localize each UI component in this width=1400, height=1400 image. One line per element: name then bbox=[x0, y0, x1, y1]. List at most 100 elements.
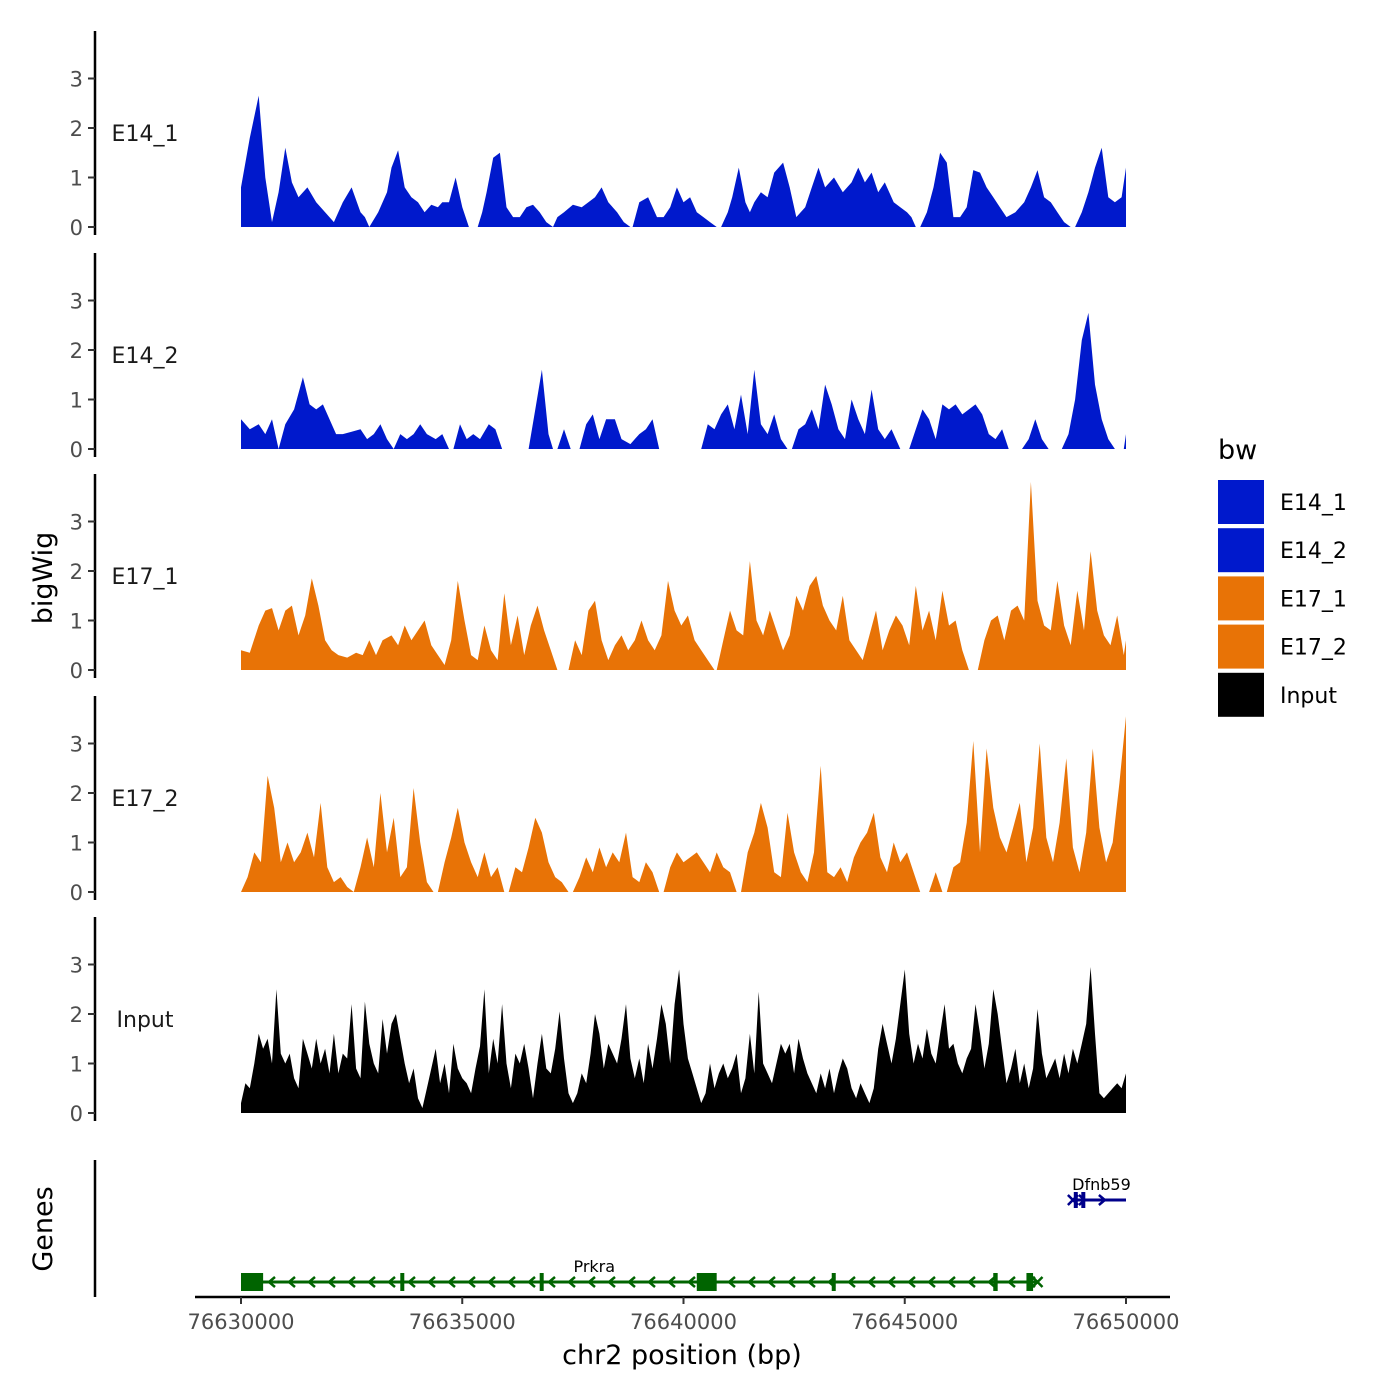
coverage-area bbox=[477, 152, 553, 227]
strand-chevron bbox=[807, 1276, 816, 1288]
coverage-area bbox=[553, 187, 631, 227]
track-label: E17_2 bbox=[112, 787, 179, 812]
exon bbox=[241, 1273, 264, 1291]
exon bbox=[400, 1273, 405, 1291]
y-tick-label: 3 bbox=[70, 954, 83, 978]
strand-chevron bbox=[287, 1276, 296, 1288]
strand-chevron bbox=[407, 1276, 416, 1288]
y-tick-label: 3 bbox=[70, 68, 83, 92]
strand-chevron bbox=[307, 1276, 316, 1288]
gene-label: Prkra bbox=[573, 1257, 615, 1276]
strand-chevron bbox=[367, 1276, 376, 1288]
y-tick-label: 2 bbox=[70, 117, 83, 141]
track-label: E14_2 bbox=[112, 344, 179, 369]
x-tick-label: 76635000 bbox=[409, 1310, 516, 1334]
strand-chevron bbox=[567, 1276, 576, 1288]
track-label: E17_1 bbox=[112, 565, 179, 590]
strand-chevron bbox=[647, 1276, 656, 1288]
x-tick-label: 76640000 bbox=[630, 1310, 737, 1334]
coverage-area bbox=[241, 578, 558, 670]
strand-chevron bbox=[747, 1276, 756, 1288]
gene-Prkra: Prkra bbox=[241, 1257, 1044, 1291]
legend-swatch bbox=[1218, 480, 1264, 524]
strand-chevron bbox=[267, 1276, 276, 1288]
y-tick-label: 2 bbox=[70, 1003, 83, 1027]
legend-item: E17_2 bbox=[1218, 624, 1347, 669]
strand-chevron bbox=[547, 1276, 556, 1288]
strand-chevron bbox=[467, 1276, 476, 1288]
y-tick-label: 1 bbox=[70, 389, 83, 413]
legend-item: Input bbox=[1218, 672, 1337, 717]
strand-chevron bbox=[987, 1276, 996, 1288]
legend-label: Input bbox=[1280, 684, 1337, 709]
coverage-area bbox=[1061, 312, 1115, 449]
genes-axis-title: Genes bbox=[28, 1186, 59, 1271]
track-E14_2: 0 1 2 3 E14_2 bbox=[70, 253, 1126, 462]
legend-item: E14_1 bbox=[1218, 480, 1347, 524]
coverage-area bbox=[453, 424, 503, 449]
legend-label: E14_2 bbox=[1280, 539, 1347, 564]
coverage-area bbox=[632, 187, 717, 227]
coverage-area bbox=[568, 580, 715, 670]
coverage-area bbox=[946, 716, 1126, 892]
strand-chevron bbox=[667, 1276, 676, 1288]
track-E14_1: 0 1 2 3 E14_1 bbox=[70, 31, 1126, 240]
y-tick-label: 0 bbox=[70, 659, 83, 683]
strand-chevron bbox=[907, 1276, 916, 1288]
x-tick-label: 76645000 bbox=[851, 1310, 958, 1334]
y-tick-label: 1 bbox=[70, 832, 83, 856]
y-tick-label: 0 bbox=[70, 438, 83, 462]
coverage-area bbox=[557, 429, 571, 449]
strand-chevron bbox=[867, 1276, 876, 1288]
coverage-area bbox=[929, 872, 943, 892]
strand-chevron bbox=[347, 1276, 356, 1288]
strand-chevron bbox=[967, 1276, 976, 1288]
coverage-area bbox=[663, 852, 737, 892]
strand-chevron bbox=[887, 1276, 896, 1288]
track-label: E14_1 bbox=[112, 122, 179, 147]
coverage-area bbox=[528, 369, 553, 449]
y-tick-label: 1 bbox=[70, 167, 83, 191]
coverage-area bbox=[508, 817, 569, 892]
coverage-area bbox=[579, 414, 660, 449]
coverage-area bbox=[241, 775, 354, 892]
legend-swatch bbox=[1218, 576, 1264, 621]
strand-chevron bbox=[787, 1276, 796, 1288]
y-tick-label: 1 bbox=[70, 610, 83, 634]
gene-label: Dfnb59 bbox=[1072, 1175, 1131, 1194]
strand-chevron bbox=[327, 1276, 336, 1288]
bigwig-tracks: 0 1 2 3 E14_1 0 1 2 3 E14_2 0 1 2 3 E17_1 0 1 2 3 E17_2 0 1 2 3… bbox=[70, 31, 1126, 1126]
strand-chevron bbox=[527, 1276, 536, 1288]
strand-chevron bbox=[587, 1276, 596, 1288]
coverage-area bbox=[572, 832, 660, 892]
legend-swatch bbox=[1218, 672, 1264, 717]
coverage-area bbox=[791, 384, 901, 449]
legend-label: E17_2 bbox=[1280, 636, 1347, 661]
strand-chevron bbox=[627, 1276, 636, 1288]
exon bbox=[1073, 1192, 1078, 1208]
exon bbox=[831, 1273, 836, 1291]
strand-chevron bbox=[507, 1276, 516, 1288]
exon bbox=[1081, 1192, 1086, 1208]
track-E17_2: 0 1 2 3 E17_2 bbox=[70, 696, 1126, 905]
coverage-area bbox=[701, 369, 788, 449]
track-E17_1: 0 1 2 3 E17_1 bbox=[70, 474, 1126, 683]
coverage-area bbox=[909, 404, 1009, 449]
strand-chevron bbox=[1098, 1194, 1107, 1206]
legend-item: E17_1 bbox=[1218, 576, 1347, 621]
y-tick-label: 2 bbox=[70, 782, 83, 806]
strand-chevron bbox=[727, 1276, 736, 1288]
y-tick-label: 0 bbox=[70, 216, 83, 240]
track-Input: 0 1 2 3 Input bbox=[70, 917, 1126, 1126]
coverage-area bbox=[278, 377, 394, 449]
x-axis-title: chr2 position (bp) bbox=[562, 1340, 802, 1371]
exon bbox=[993, 1273, 998, 1291]
strand-chevron bbox=[427, 1276, 436, 1288]
y-tick-label: 2 bbox=[70, 339, 83, 363]
legend: bw E14_1 E14_2 E17_1 E17_2 Input bbox=[1218, 435, 1347, 717]
coverage-area bbox=[716, 561, 969, 670]
strand-chevron bbox=[687, 1276, 696, 1288]
coverage-area bbox=[241, 95, 370, 227]
coverage-area bbox=[241, 967, 1126, 1113]
